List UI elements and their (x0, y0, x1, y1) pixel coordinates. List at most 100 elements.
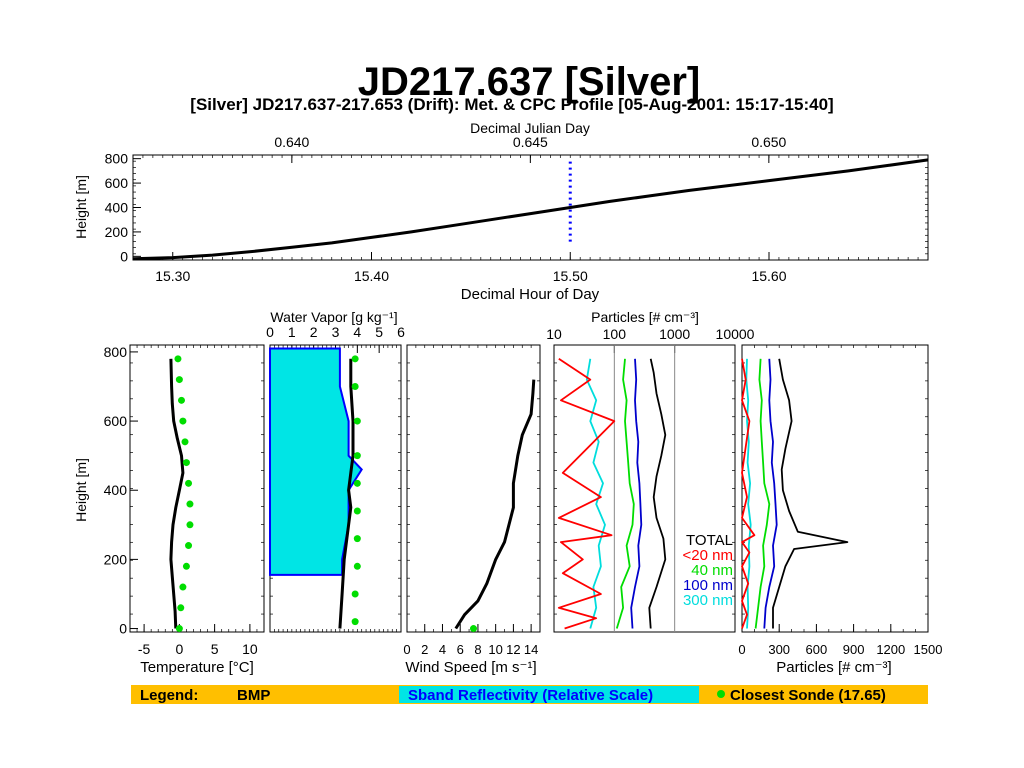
top-y-tick-label: 800 (105, 151, 129, 167)
top-y-tick-label: 0 (120, 248, 128, 264)
temperature-panel: Temperature [°C] Height [m] -5 0 5 10 0 200 40… (73, 344, 265, 676)
wv-sonde-point (353, 562, 361, 570)
plin-line-40nm (754, 358, 771, 629)
top-y-tick-label: 400 (105, 200, 129, 216)
top-y-tick-label: 600 (105, 175, 129, 191)
temp-sonde-point (177, 396, 185, 404)
wv-sonde-point (351, 618, 359, 626)
temp-sonde-point (186, 500, 194, 508)
legend-sonde: Closest Sonde (17.65) (730, 687, 886, 704)
wind-speed-panel: Wind Speed [m s⁻¹] 0 2 4 6 8 10 12 14 (403, 344, 541, 676)
plog-x2-tick-label: 10 (546, 326, 562, 342)
plog-legend-entry: 100 nm (683, 577, 733, 594)
wv-sonde-point (353, 452, 361, 460)
plog-line-20nm (557, 358, 616, 630)
plog-legend-entry: TOTAL (686, 532, 733, 549)
temp-sonde-point (181, 438, 189, 446)
temp-sonde-point (185, 479, 193, 487)
legend-sband-background (399, 686, 699, 703)
particles-log-panel: Particles [# cm⁻³] 10 100 1000 10000 TOTAL<2… (546, 309, 755, 633)
wv-x2-label: Water Vapor [g kg⁻¹] (270, 309, 397, 325)
temp-y-tick-label: 800 (104, 344, 128, 360)
top-x-label: Decimal Hour of Day (461, 286, 600, 303)
top-x-tick-label: 15.40 (354, 268, 389, 284)
temp-x-label: Temperature [°C] (140, 659, 254, 676)
wv-x2-tick-label: 6 (397, 324, 405, 340)
wind-bmp-line (454, 379, 536, 630)
plin-x-tick-label: 0 (738, 642, 745, 657)
temp-y-tick-label: 400 (104, 482, 128, 498)
main-title: JD217.637 [Silver] (358, 60, 700, 104)
plog-x2-tick-label: 1000 (659, 326, 690, 342)
plog-x2-tick-label: 100 (603, 326, 627, 342)
temp-y-tick-label: 600 (104, 413, 128, 429)
top-height-line (132, 158, 929, 261)
wind-sonde-point (470, 625, 477, 633)
plog-legend-entry: <20 nm (683, 547, 733, 564)
top-x-tick-label: 15.30 (155, 268, 190, 284)
wind-x-tick-label: 8 (474, 642, 481, 657)
plog-legend-entry: 40 nm (691, 562, 733, 579)
wind-plot-frame (406, 344, 541, 633)
wv-x2-tick-label: 2 (310, 324, 318, 340)
temp-sonde-point (186, 521, 194, 529)
temp-plot-frame (129, 344, 265, 633)
plin-x-tick-label: 900 (843, 642, 865, 657)
wv-sonde-point (351, 590, 359, 598)
temp-sonde-point (182, 562, 190, 570)
top-plot-frame (132, 154, 929, 261)
wind-x-tick-label: 4 (439, 642, 446, 657)
wv-sband-area (269, 347, 363, 576)
wind-x-tick-label: 6 (457, 642, 464, 657)
top-x2-tick-label: 0.640 (274, 134, 309, 150)
temp-x-tick-label: 0 (175, 641, 183, 657)
plin-x-tick-label: 1500 (914, 642, 943, 657)
top-x2-tick-label: 0.650 (751, 134, 786, 150)
wv-x2-tick-label: 0 (266, 324, 274, 340)
temp-sonde-point (179, 417, 187, 425)
temp-sonde-point (174, 355, 182, 363)
legend-sonde-dot (717, 690, 725, 698)
wind-x-tick-label: 12 (506, 642, 520, 657)
legend-bar: Legend: BMP Sband Reflectivity (Relative… (131, 685, 928, 704)
top-x-tick-label: 15.50 (553, 268, 588, 284)
plin-x-tick-label: 600 (806, 642, 828, 657)
bottom-y-label: Height [m] (73, 458, 89, 522)
wv-x2-tick-label: 1 (288, 324, 296, 340)
wv-x2-tick-label: 4 (353, 324, 361, 340)
plog-line-300nm (585, 358, 606, 629)
plog-x2-tick-label: 10000 (716, 326, 755, 342)
top-y-tick-label: 200 (105, 224, 129, 240)
plog-line-TOTAL (648, 358, 667, 629)
height-vs-time-panel: Decimal Julian Day Decimal Hour of Day H… (73, 120, 929, 303)
temp-sonde-point (185, 542, 193, 550)
top-x2-tick-label: 0.645 (513, 134, 548, 150)
wv-sonde-point (351, 355, 359, 363)
plin-x-label: Particles [# cm⁻³] (776, 659, 891, 676)
temp-sonde-point (177, 604, 185, 612)
plin-x-tick-label: 300 (768, 642, 790, 657)
temp-bmp-line (169, 358, 185, 629)
legend-bmp: BMP (237, 687, 270, 704)
subtitle: [Silver] JD217.637-217.653 (Drift): Met.… (190, 95, 833, 114)
legend-sband: Sband Reflectivity (Relative Scale) (408, 687, 653, 704)
wv-sonde-point (353, 507, 361, 515)
wv-sonde-point (353, 535, 361, 543)
temp-sonde-point (179, 583, 187, 591)
temp-sonde-point (175, 376, 183, 384)
particles-linear-panel: Particles [# cm⁻³] 0 300 600 900 1200 1500 (738, 344, 943, 676)
temp-y-tick-label: 0 (119, 621, 127, 637)
wind-x-tick-label: 14 (524, 642, 538, 657)
wv-x2-tick-label: 3 (332, 324, 340, 340)
plin-line-20nm (741, 358, 756, 629)
wv-sonde-point (353, 479, 361, 487)
top-x-tick-label: 15.60 (751, 268, 786, 284)
wv-sonde-point (353, 417, 361, 425)
temp-sonde-point (182, 459, 190, 467)
plin-line-TOTAL (772, 358, 849, 629)
plog-legend-entry: 300 nm (683, 592, 733, 609)
temp-x-tick-label: -5 (138, 641, 151, 657)
wv-sonde-point (351, 382, 359, 390)
temp-y-tick-label: 200 (104, 551, 128, 567)
plog-line-40nm (615, 358, 635, 629)
